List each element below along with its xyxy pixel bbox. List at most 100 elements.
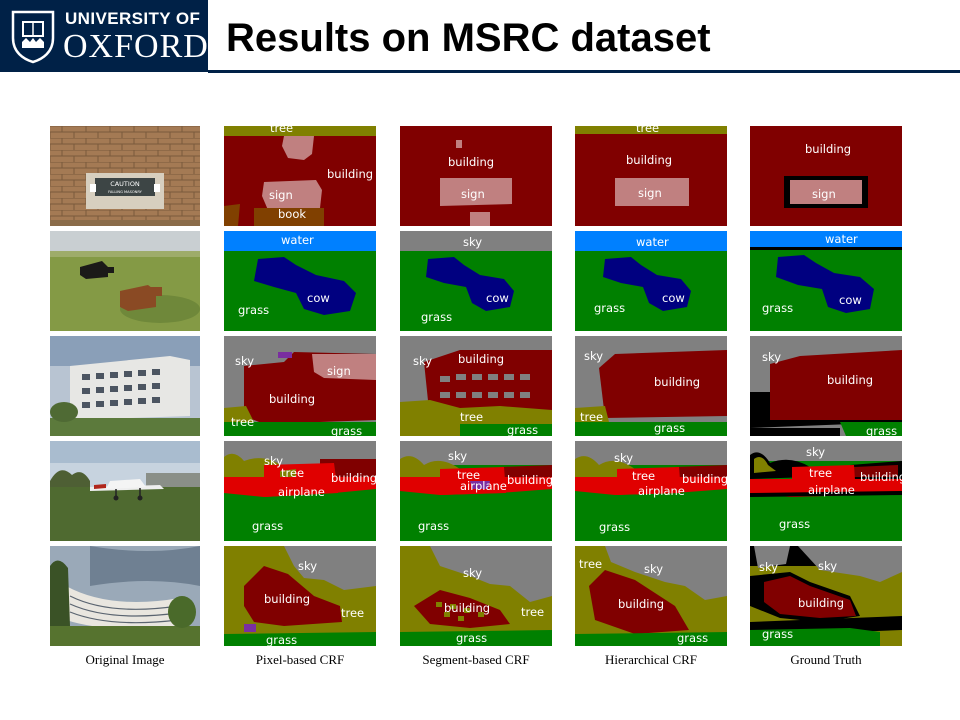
label-sign: sign: [269, 188, 293, 202]
label-sky: sky: [264, 454, 284, 468]
label-building: building: [626, 153, 673, 167]
seg-r3-ground-truth: [750, 336, 902, 436]
seg-r3-hierarchical: [575, 336, 727, 436]
seg-r2-pixel: [224, 231, 376, 331]
label-building: building: [331, 471, 378, 485]
label-sky: sky: [463, 566, 483, 580]
seg-r4-pixel: [224, 441, 376, 541]
label-cow: cow: [307, 291, 330, 305]
title-divider: [208, 70, 960, 73]
seg-r4-ground-truth: [750, 441, 902, 541]
seg-r2-ground-truth: [750, 231, 902, 331]
label-cow: cow: [662, 291, 685, 305]
label-building: building: [618, 597, 665, 611]
label-sky: sky: [448, 449, 468, 463]
caption-segment-based-crf: Segment-based CRF: [422, 652, 530, 667]
label-tree: tree: [809, 466, 833, 480]
label-building: building: [827, 373, 874, 387]
photo-cows: [50, 231, 200, 331]
photo-airplane: [50, 441, 200, 541]
photo-sign-wall: CAUTION FALLING MASONRY: [50, 126, 200, 226]
label-airplane: airplane: [638, 484, 685, 498]
caption-ground-truth: Ground Truth: [790, 652, 862, 667]
label-cow: cow: [486, 291, 509, 305]
label-grass: grass: [252, 519, 284, 533]
label-building: building: [327, 167, 374, 181]
label-grass: grass: [762, 301, 794, 315]
label-tree: tree: [636, 121, 660, 135]
label-grass: grass: [866, 424, 898, 438]
seg-r5-ground-truth: [750, 546, 902, 646]
label-sky: sky: [614, 451, 634, 465]
label-grass: grass: [677, 631, 709, 645]
label-grass: grass: [456, 631, 488, 645]
label-building: building: [444, 601, 491, 615]
seg-r5-pixel: [224, 546, 376, 646]
label-grass: grass: [762, 627, 794, 641]
label-grass: grass: [418, 519, 450, 533]
label-sky: sky: [818, 559, 838, 573]
photo-building: [50, 336, 200, 436]
label-water: water: [825, 232, 858, 246]
label-airplane: airplane: [460, 479, 507, 493]
label-sky: sky: [762, 350, 782, 364]
label-sky: sky: [644, 562, 664, 576]
caption-original-image: Original Image: [85, 652, 165, 667]
seg-r1-hierarchical: [575, 126, 727, 226]
label-building: building: [269, 392, 316, 406]
label-tree: tree: [460, 410, 484, 424]
label-tree: tree: [341, 606, 365, 620]
label-water: water: [636, 235, 669, 249]
label-building: building: [798, 596, 845, 610]
label-grass: grass: [779, 517, 811, 531]
oxford-wordmark: OXFORD: [63, 28, 208, 65]
label-sign: sign: [461, 187, 485, 201]
label-building: building: [448, 155, 495, 169]
label-grass: grass: [331, 424, 363, 438]
label-grass: grass: [654, 421, 686, 435]
oxford-crest-icon: [11, 10, 55, 64]
label-grass: grass: [594, 301, 626, 315]
slide-title: Results on MSRC dataset: [226, 16, 711, 60]
label-tree: tree: [632, 469, 656, 483]
label-tree: tree: [521, 605, 545, 619]
label-sky: sky: [806, 445, 826, 459]
university-of-text: UNIVERSITY OF: [65, 9, 201, 28]
seg-r2-hierarchical: [575, 231, 727, 331]
label-building: building: [654, 375, 701, 389]
label-grass: grass: [507, 423, 539, 437]
label-airplane: airplane: [808, 483, 855, 497]
label-tree: tree: [231, 415, 255, 429]
label-sign: sign: [638, 186, 662, 200]
label-cow: cow: [839, 293, 862, 307]
label-sky: sky: [235, 354, 255, 368]
label-sky: sky: [584, 349, 604, 363]
photo-curved-building: [50, 546, 200, 646]
seg-r4-hierarchical: [575, 441, 727, 541]
oxford-logo: UNIVERSITY OF OXFORD: [0, 0, 208, 72]
label-building: building: [507, 473, 554, 487]
seg-r2-segment: [400, 231, 552, 331]
label-building: building: [458, 352, 505, 366]
seg-r3-segment: [400, 336, 552, 436]
label-building: building: [682, 472, 729, 486]
caption-hierarchical-crf: Hierarchical CRF: [604, 652, 698, 667]
seg-r5-hierarchical: [575, 546, 727, 646]
label-grass: grass: [266, 633, 298, 647]
label-sky: sky: [759, 560, 779, 574]
label-tree: tree: [579, 557, 603, 571]
label-book: book: [278, 207, 307, 221]
label-water: water: [281, 233, 314, 247]
seg-r4-segment: [400, 441, 552, 541]
sign-text-line-2: FALLING MASONRY: [108, 190, 142, 194]
label-sign: sign: [327, 364, 351, 378]
label-sign: sign: [812, 187, 836, 201]
seg-r1-segment: [400, 126, 552, 226]
label-sky: sky: [463, 235, 483, 249]
label-tree: tree: [580, 410, 604, 424]
label-airplane: airplane: [278, 485, 325, 499]
label-grass: grass: [238, 303, 270, 317]
seg-r1-pixel: [224, 126, 376, 226]
label-grass: grass: [599, 520, 631, 534]
caption-pixel-based-crf: Pixel-based CRF: [255, 652, 345, 667]
